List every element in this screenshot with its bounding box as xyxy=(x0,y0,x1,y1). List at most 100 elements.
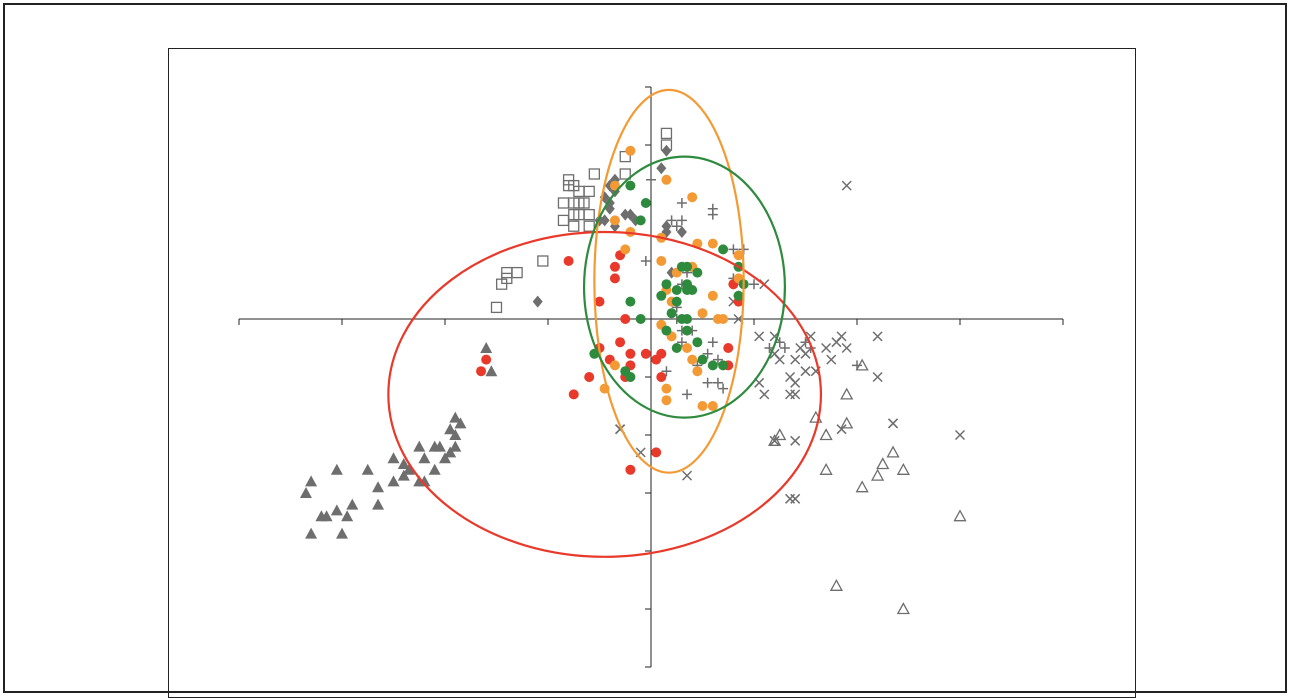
data-point-circle xyxy=(707,290,718,301)
data-point-circle xyxy=(682,343,693,353)
data-point-circle xyxy=(692,267,703,278)
data-point-cross xyxy=(841,180,852,191)
data-point-plus xyxy=(671,221,682,232)
data-point-open-triangle xyxy=(855,480,869,493)
data-point-filled-triangle xyxy=(444,446,457,458)
data-point-filled-triangle xyxy=(330,463,343,475)
data-point-cross xyxy=(785,493,796,504)
data-point-plus xyxy=(718,383,729,394)
data-point-cross xyxy=(774,354,785,365)
data-point-circle xyxy=(697,354,708,365)
data-point-filled-triangle xyxy=(387,452,400,464)
data-point-open-square xyxy=(619,150,631,163)
data-point-circle xyxy=(625,145,636,156)
data-point-circle xyxy=(476,366,487,377)
data-point-filled-triangle xyxy=(372,498,385,510)
data-point-circle xyxy=(671,296,682,307)
data-point-circle xyxy=(718,314,729,324)
data-point-circle xyxy=(733,250,744,261)
data-point-open-triangle xyxy=(871,468,885,481)
data-point-plus xyxy=(707,337,718,348)
data-point-filled-triangle xyxy=(485,365,498,377)
data-point-filled-triangle xyxy=(449,411,462,423)
data-point-open-square xyxy=(511,266,523,279)
data-point-open-triangle xyxy=(953,509,967,522)
data-point-circle xyxy=(656,290,667,301)
data-point-circle xyxy=(563,256,574,266)
data-point-open-square xyxy=(490,301,503,314)
data-point-circle xyxy=(625,464,636,475)
data-point-filled-triangle xyxy=(341,510,354,522)
data-point-circle xyxy=(661,383,672,394)
data-point-plus xyxy=(640,256,651,266)
data-point-plus xyxy=(707,203,718,214)
data-point-open-square xyxy=(537,255,549,267)
data-point-circle xyxy=(671,343,682,353)
data-point-circle xyxy=(615,337,626,348)
data-point-open-triangle xyxy=(840,387,854,400)
data-point-filled-triangle xyxy=(305,475,318,487)
data-point-plus xyxy=(749,279,759,290)
data-point-open-square xyxy=(583,208,595,221)
data-point-open-square xyxy=(660,127,673,140)
data-point-circle xyxy=(661,325,672,336)
data-point-filled-triangle xyxy=(397,469,410,481)
data-point-filled-triangle xyxy=(299,487,312,498)
data-point-filled-triangle xyxy=(439,452,451,464)
data-point-filled-triangle xyxy=(320,510,333,522)
data-point-open-square xyxy=(557,214,570,227)
data-point-open-triangle xyxy=(773,428,787,441)
data-point-open-triangle xyxy=(886,445,900,458)
data-point-open-square xyxy=(501,266,513,279)
data-point-diamond xyxy=(599,214,610,227)
data-point-cross xyxy=(800,348,811,359)
data-point-circle xyxy=(723,343,734,353)
data-point-cross xyxy=(754,331,765,342)
data-point-circle xyxy=(651,447,662,458)
data-point-filled-triangle xyxy=(305,527,318,539)
data-point-filled-triangle xyxy=(480,342,493,353)
data-point-circle xyxy=(584,372,595,382)
data-point-cross xyxy=(826,354,837,365)
data-point-filled-triangle xyxy=(372,481,385,493)
data-point-circle xyxy=(568,389,579,400)
data-point-circle xyxy=(682,325,693,336)
data-point-circle xyxy=(640,198,651,208)
data-point-cross xyxy=(785,371,796,383)
data-point-filled-triangle xyxy=(449,440,462,452)
data-point-cross xyxy=(790,493,801,504)
group-ellipse xyxy=(593,88,745,474)
data-point-cross xyxy=(790,435,801,446)
data-point-open-triangle xyxy=(840,416,854,429)
data-point-filled-triangle xyxy=(336,527,348,539)
data-point-circle xyxy=(625,180,636,191)
data-point-circle xyxy=(625,296,636,307)
data-point-circle xyxy=(620,314,631,324)
data-point-circle xyxy=(707,238,718,249)
data-point-open-triangle xyxy=(819,428,833,441)
data-point-circle xyxy=(718,244,729,255)
data-point-circle xyxy=(687,285,698,295)
data-point-filled-triangle xyxy=(444,423,457,435)
data-point-open-triangle xyxy=(855,358,869,371)
data-point-circle xyxy=(609,180,620,191)
data-point-circle xyxy=(640,348,651,359)
data-point-circle xyxy=(697,308,708,319)
data-point-circle xyxy=(609,273,620,284)
data-point-circle xyxy=(620,244,631,255)
data-point-cross xyxy=(841,342,852,354)
data-point-circle xyxy=(671,285,682,295)
data-point-filled-triangle xyxy=(418,452,431,464)
data-point-plus xyxy=(702,377,713,388)
data-point-filled-triangle xyxy=(346,498,359,510)
data-point-circle xyxy=(682,261,693,272)
data-point-filled-triangle xyxy=(418,475,431,487)
data-point-circle xyxy=(635,215,646,226)
data-point-diamond xyxy=(532,295,543,308)
group-ellipse xyxy=(387,230,823,558)
data-point-circle xyxy=(661,395,672,406)
data-point-open-square xyxy=(619,168,631,180)
data-point-circle xyxy=(609,215,620,226)
data-point-circle xyxy=(609,261,620,272)
data-point-circle xyxy=(625,372,636,382)
